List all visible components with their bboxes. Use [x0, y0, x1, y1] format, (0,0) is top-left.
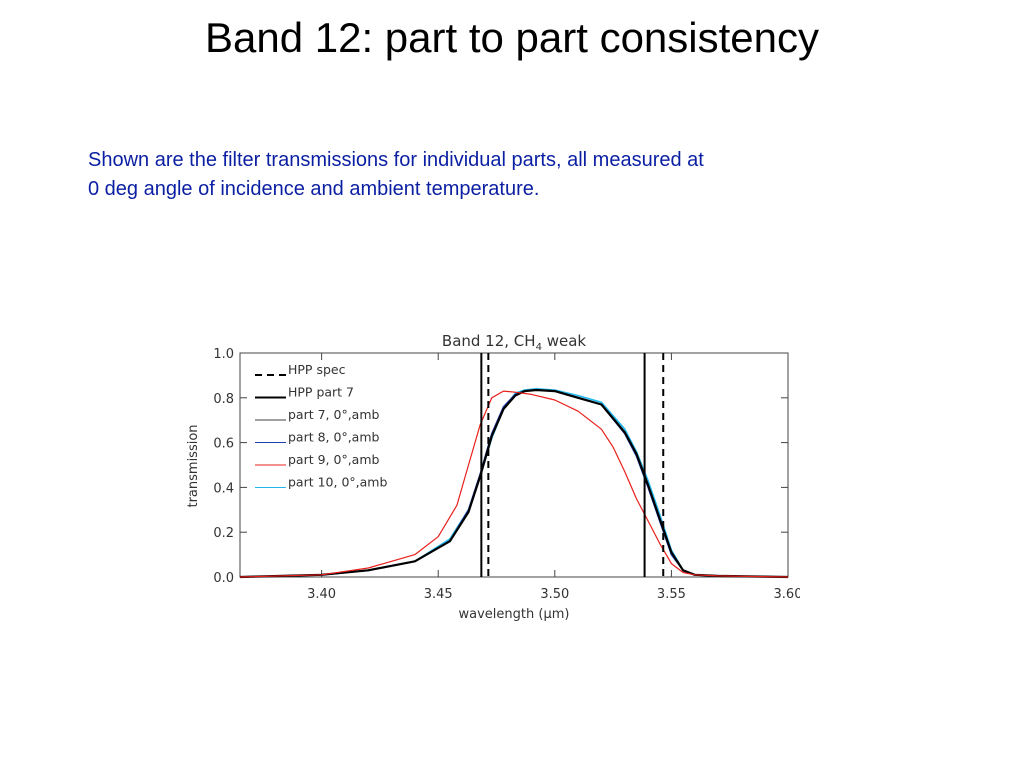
x-tick-label: 3.60 [774, 587, 800, 602]
legend-label: part 10, 0°,amb [288, 475, 387, 490]
y-axis-label: transmission [186, 424, 201, 507]
y-tick-label: 0.6 [213, 437, 234, 452]
y-tick-label: 0.4 [213, 481, 234, 496]
transmission-chart: Band 12, CH4 weak 3.40 3.45 3.50 3.55 3.60 0.… [186, 332, 800, 622]
chart-title: Band 12, CH4 weak [442, 332, 586, 353]
legend-label: part 8, 0°,amb [288, 430, 380, 445]
description-line-2: 0 deg angle of incidence and ambient tem… [88, 178, 540, 200]
legend-label: HPP spec [288, 362, 346, 377]
slide-title: Band 12: part to part consistency [204, 14, 820, 61]
slide-description: Shown are the filter transmissions for i… [88, 146, 908, 204]
chart-title-subscript: 4 [536, 342, 542, 353]
chart-title-suffix: weak [542, 332, 586, 350]
x-tick-label: 3.50 [540, 587, 569, 602]
y-tick-label: 0.0 [213, 571, 234, 586]
legend-label: part 9, 0°,amb [288, 452, 380, 467]
x-tick-label: 3.55 [657, 587, 686, 602]
y-tick-label: 0.8 [213, 392, 234, 407]
plot-frame [239, 352, 789, 578]
x-tick-label: 3.40 [307, 587, 336, 602]
x-tick-label: 3.45 [424, 587, 453, 602]
description-line-1: Shown are the filter transmissions for i… [88, 149, 704, 171]
legend-label: HPP part 7 [288, 385, 354, 400]
series-line [239, 388, 789, 579]
y-tick-label: 0.2 [213, 526, 234, 541]
legend-label: part 7, 0°,amb [288, 407, 380, 422]
series-line [239, 390, 789, 578]
x-axis-label: wavelength (μm) [459, 607, 570, 622]
plot-area: 3.40 3.45 3.50 3.55 3.60 0.0 0.2 0.4 0.6 0.8 1.0 HP… [213, 347, 800, 602]
y-tick-label: 1.0 [213, 347, 234, 362]
